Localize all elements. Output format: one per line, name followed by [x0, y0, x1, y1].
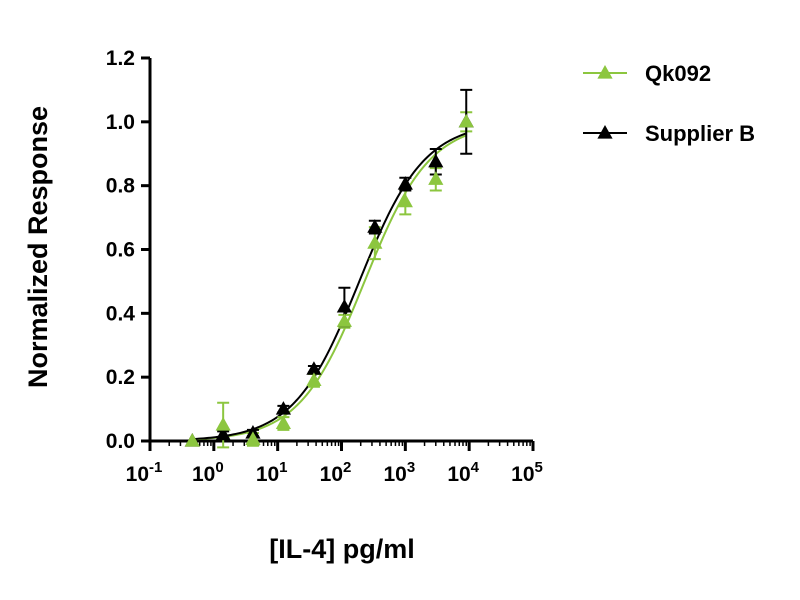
x-tick-label: 103 [383, 459, 415, 486]
x-axis-title: [IL-4] pg/ml [269, 534, 414, 564]
axes: 0.0 0.2 0.4 0.6 0.8 1.0 1.2 10-1 100 101 102 103 104… [106, 47, 543, 486]
x-tick-label: 105 [511, 459, 543, 486]
data-point [397, 176, 413, 190]
legend-marker [597, 125, 613, 139]
data-point [184, 433, 200, 447]
x-tick-label: 101 [256, 459, 288, 486]
data-point [275, 415, 292, 430]
data-point [215, 426, 231, 441]
y-tick-label: 1.2 [106, 47, 135, 70]
data-points [184, 113, 474, 447]
legend: Qk092 Supplier B [583, 61, 755, 146]
data-point [306, 372, 322, 386]
fit-curves [192, 132, 467, 441]
data-point [275, 401, 292, 415]
data-point [367, 235, 383, 249]
data-point [336, 298, 352, 313]
error-bars [217, 88, 473, 449]
data-point [458, 113, 474, 128]
y-tick-label: 0.8 [106, 175, 136, 198]
data-point [397, 193, 413, 208]
x-tick-label: 10-1 [126, 459, 163, 486]
data-point [336, 313, 352, 327]
legend-label: Qk092 [645, 61, 711, 86]
legend-label: Supplier B [645, 121, 755, 146]
y-axis-title: Normalized Response [23, 106, 53, 388]
data-point [215, 417, 231, 431]
x-tick-label: 102 [320, 459, 352, 486]
y-tick-label: 1.0 [106, 111, 135, 134]
fit-curve [192, 134, 467, 441]
legend-marker [597, 65, 613, 79]
data-point [428, 171, 444, 185]
data-point [306, 361, 322, 375]
x-tick-label: 104 [447, 459, 479, 486]
data-point [367, 219, 383, 233]
y-tick-label: 0.2 [106, 366, 135, 389]
y-tick-label: 0.4 [106, 302, 136, 325]
y-tick-label: 0.0 [106, 430, 135, 453]
fit-curve [192, 132, 467, 441]
y-tick-label: 0.6 [106, 239, 135, 262]
data-point [428, 153, 444, 168]
x-tick-label: 100 [192, 459, 224, 486]
data-point [245, 431, 261, 446]
